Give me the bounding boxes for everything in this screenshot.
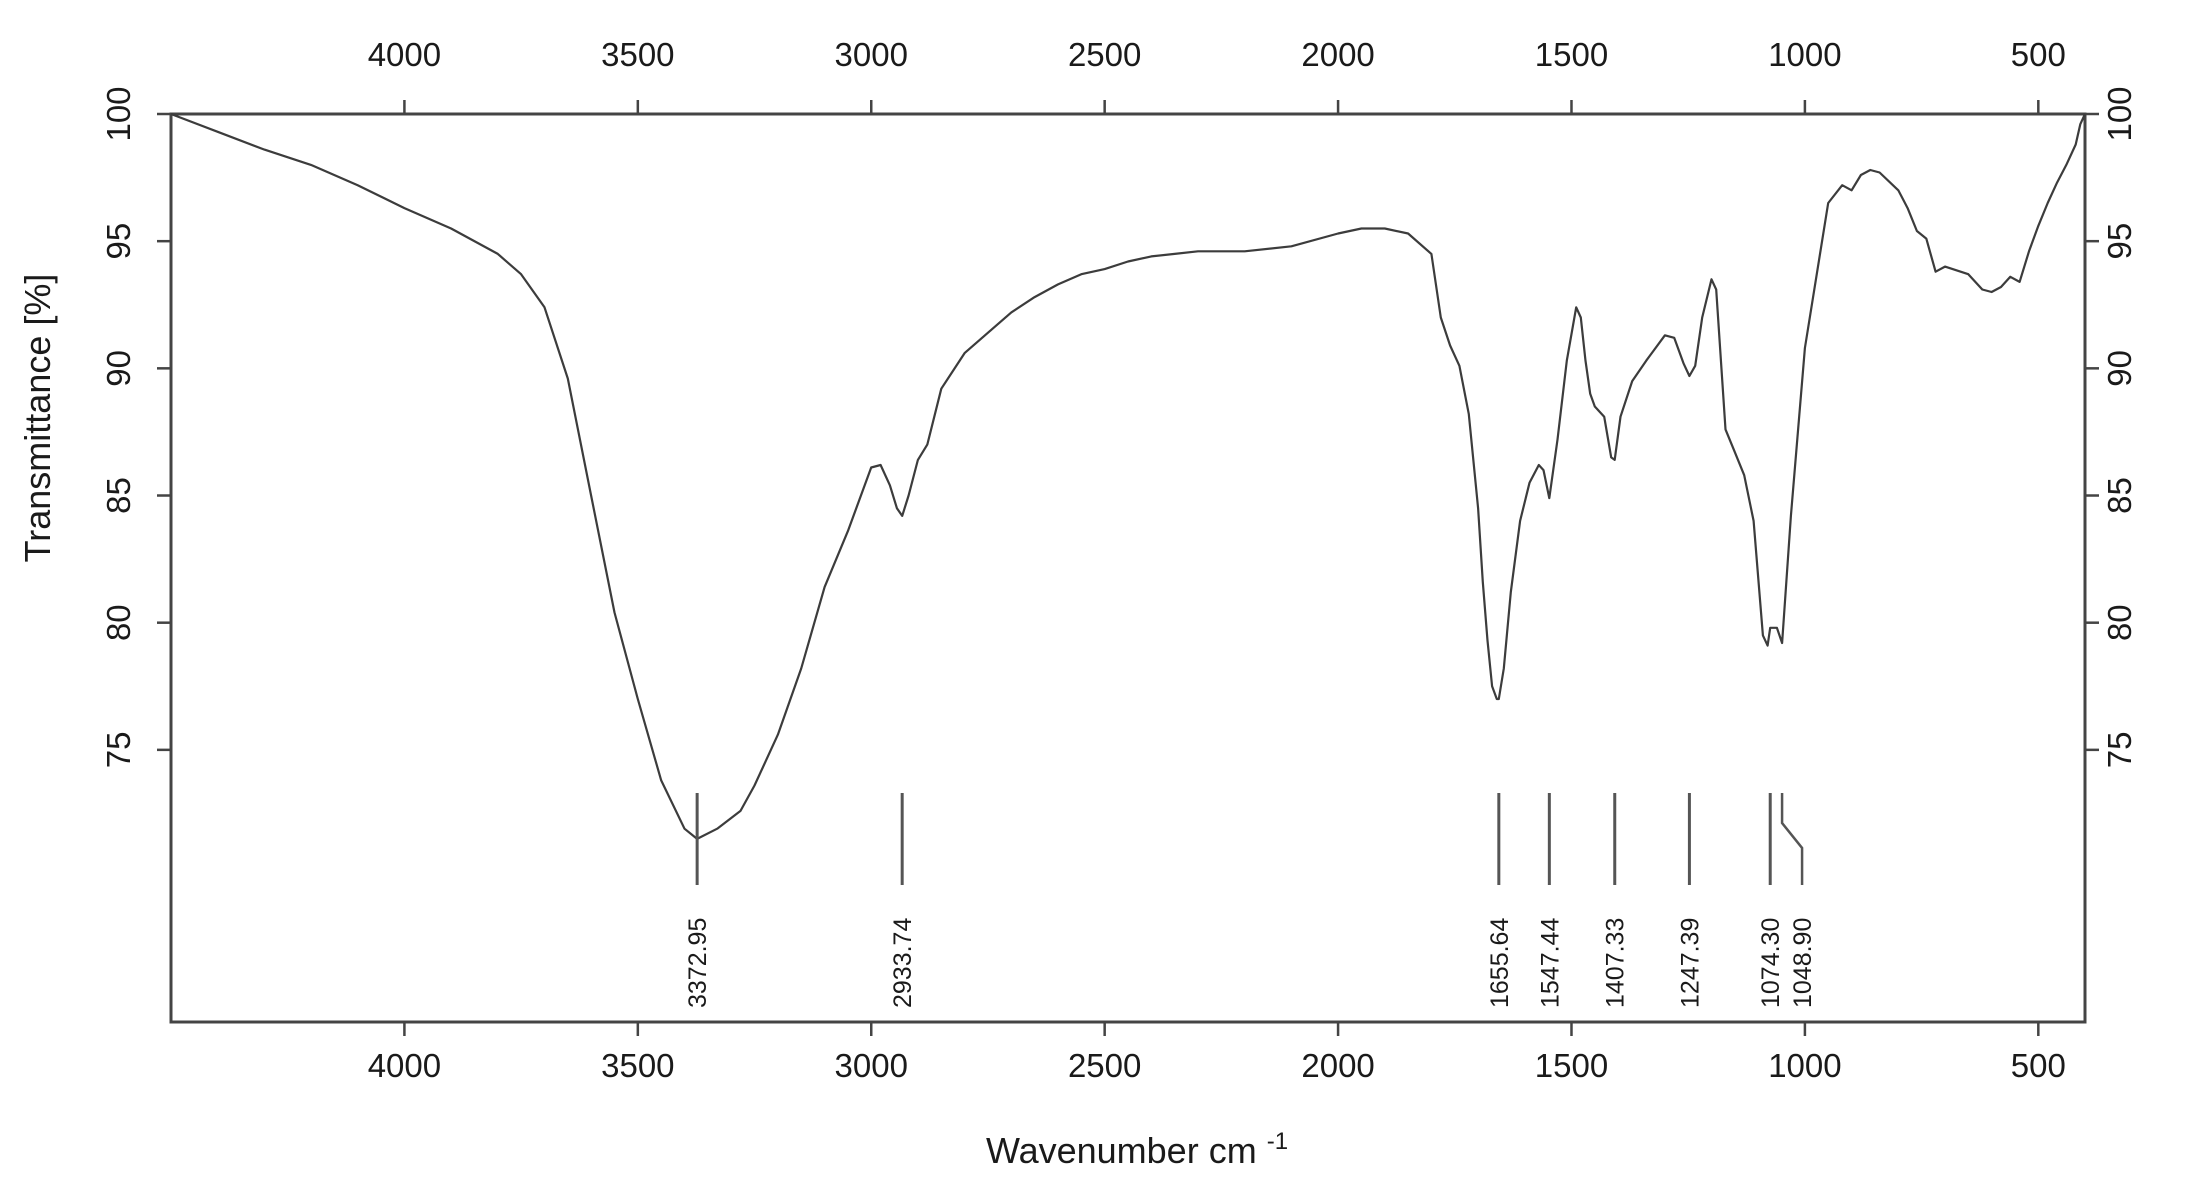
x-bottom-tick-label-4000: 4000: [368, 1047, 441, 1084]
y-right-tick-label-90: 90: [2101, 350, 2138, 387]
y-right-tick-label-95: 95: [2101, 223, 2138, 260]
x-top-tick-label-500: 500: [2011, 36, 2066, 73]
x-bottom-tick-label-500: 500: [2011, 1047, 2066, 1084]
y-left-tick-label-75: 75: [100, 731, 137, 768]
x-axis-label-text: Wavenumber cm: [986, 1130, 1257, 1171]
x-bottom-tick-label-1500: 1500: [1535, 1047, 1608, 1084]
y-right-tick-label-75: 75: [2101, 731, 2138, 768]
plot-frame: [169, 112, 2087, 1024]
y-left-tick-label-85: 85: [100, 477, 137, 514]
x-top-tick-label-2000: 2000: [1301, 36, 1374, 73]
y-right-tick-label-85: 85: [2101, 477, 2138, 514]
peak-label-1048.90: 1048.90: [1789, 918, 1817, 1008]
x-top-tick-label-4000: 4000: [368, 36, 441, 73]
peak-marker-1048.90: [1780, 793, 1804, 885]
peak-label-2933.74: 2933.74: [889, 918, 917, 1008]
x-top-tick-label-3000: 3000: [835, 36, 908, 73]
x-bottom-tick-label-3500: 3500: [601, 1047, 674, 1084]
peak-label-1074.30: 1074.30: [1757, 918, 1785, 1008]
x-axis-top: 4000 3500 3000 2500 2000 1500 1000 500: [368, 36, 2066, 114]
y-right-tick-label-100: 100: [2101, 86, 2138, 141]
y-axis-right: 100 95 90 85 80 75: [2085, 86, 2138, 768]
x-top-tick-label-1500: 1500: [1535, 36, 1608, 73]
x-top-tick-label-1000: 1000: [1768, 36, 1841, 73]
x-bottom-tick-label-2000: 2000: [1301, 1047, 1374, 1084]
peak-label-1407.33: 1407.33: [1602, 918, 1630, 1008]
y-right-tick-label-80: 80: [2101, 604, 2138, 641]
x-top-tick-label-3500: 3500: [601, 36, 674, 73]
x-top-tick-label-2500: 2500: [1068, 36, 1141, 73]
x-axis-label: Wavenumber cm -1: [986, 1128, 1288, 1171]
y-left-tick-label-80: 80: [100, 604, 137, 641]
peak-label-1655.64: 1655.64: [1486, 918, 1514, 1008]
spectrum-line-0: [170, 112, 2086, 840]
x-axis-bottom: 4000 3500 3000 2500 2000 1500 1000 500: [368, 1022, 2066, 1084]
peak-label-3372.95: 3372.95: [684, 918, 712, 1008]
y-axis-label: Transmittance [%]: [17, 274, 58, 563]
x-bottom-tick-label-2500: 2500: [1068, 1047, 1141, 1084]
y-left-tick-label-100: 100: [100, 86, 137, 141]
series-layer: [170, 112, 2086, 840]
y-left-tick-label-90: 90: [100, 350, 137, 387]
peak-markers: 3372.95 2933.74 1655.64 1547.44 1407.33 1247.…: [684, 793, 1817, 1008]
y-axis-left: 100 95 90 85 80 75: [100, 86, 171, 768]
peak-label-1547.44: 1547.44: [1536, 918, 1564, 1008]
x-axis-label-superscript: -1: [1267, 1128, 1288, 1155]
peak-label-1247.39: 1247.39: [1676, 918, 1704, 1008]
x-bottom-tick-label-1000: 1000: [1768, 1047, 1841, 1084]
y-left-tick-label-95: 95: [100, 223, 137, 260]
x-bottom-tick-label-3000: 3000: [835, 1047, 908, 1084]
